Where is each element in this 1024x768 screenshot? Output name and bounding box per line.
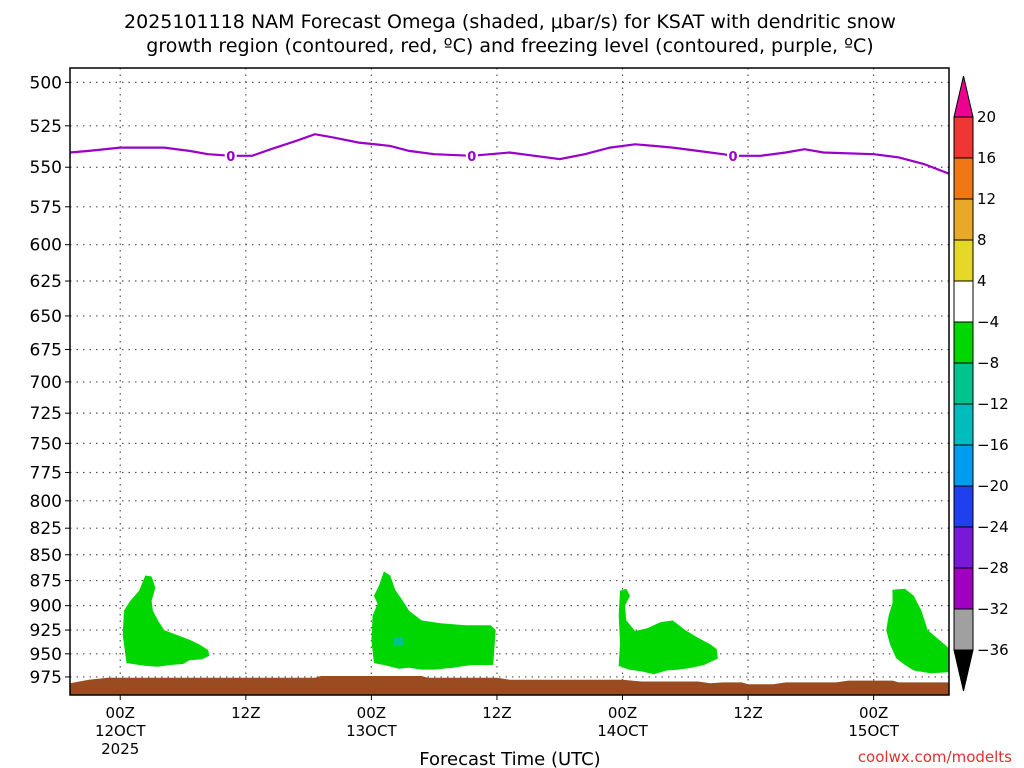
x-tick-label: 12Z [733,704,762,722]
y-tick-label: 525 [30,117,62,137]
terrain [70,676,949,695]
freezing-level-label: 0 [226,150,235,165]
colorbar-bin [953,321,974,364]
colorbar-label: −24 [977,518,1009,536]
colorbar-label: −12 [977,395,1009,413]
colorbar-bin [953,567,974,610]
y-tick-label: 800 [30,492,62,512]
colorbar-label: −32 [977,600,1009,618]
colorbar-bin [953,280,974,323]
colorbar-bin [953,198,974,241]
plot-area: 0 0 0 [69,67,950,696]
x-tick-label: 00Z [357,704,386,722]
y-tick-label: 925 [30,621,62,641]
colorbar-label: −28 [977,559,1009,577]
omega-region [886,588,949,674]
colorbar-label: −4 [977,313,999,331]
colorbar-bin [953,403,974,446]
y-tick-label: 675 [30,341,62,361]
grid [70,68,949,695]
omega-region [122,575,210,667]
colorbar-label: −16 [977,436,1009,454]
y-axis: 500 525 550 575 600 625 650 675 700 725 750 775 800 8… [30,73,70,688]
plot-background [70,68,949,695]
x-tick-year: 2025 [101,740,139,758]
colorbar-bin [953,485,974,528]
colorbar-bin [953,157,974,200]
colorbar-label: 16 [977,149,996,167]
omega-region [394,636,404,647]
colorbar-label: 8 [977,231,987,249]
y-tick-label: 850 [30,546,62,566]
y-tick-label: 700 [30,373,62,393]
y-tick-label: 550 [30,158,62,178]
y-tick-label: 575 [30,198,62,218]
credit-text: coolwx.com/modelts [858,748,1012,766]
colorbar-label: 20 [977,108,996,126]
x-tick-label: 12Z [482,704,511,722]
y-tick-label: 875 [30,572,62,592]
freezing-level-label-bg [727,147,740,164]
colorbar-bin [953,608,974,651]
freezing-level-label: 0 [467,150,476,165]
freezing-level-label-bg [224,147,237,164]
x-tick-date: 15OCT [848,722,899,740]
y-tick-label: 825 [30,519,62,539]
terrain-fill [70,676,949,695]
x-tick-date: 12OCT [95,722,146,740]
colorbar-bin [953,526,974,569]
colorbar-label: 12 [977,190,996,208]
y-tick-label: 750 [30,434,62,454]
colorbar: 20 16 12 8 4 −4 −8 −12 −16 −20 −24 −28 −32 −36 [953,75,1009,692]
colorbar-label: −36 [977,641,1009,659]
chart-title-line1: 2025101118 NAM Forecast Omega (shaded, μ… [124,11,896,33]
freezing-level-contour: 0 0 0 [69,133,950,175]
colorbar-top-triangle [953,75,974,118]
y-tick-label: 950 [30,645,62,665]
y-tick-label: 975 [30,668,62,688]
colorbar-bin [953,116,974,159]
x-tick-label: 00Z [608,704,637,722]
colorbar-label: −20 [977,477,1009,495]
omega-shading [122,571,949,675]
omega-region [618,588,718,675]
y-tick-label: 900 [30,597,62,617]
colorbar-label: 4 [977,272,987,290]
y-tick-label: 650 [30,307,62,327]
colorbar-bin [953,239,974,282]
x-tick-label: 12Z [231,704,260,722]
y-tick-label: 600 [30,236,62,256]
colorbar-label: −8 [977,354,999,372]
colorbar-bin [953,444,974,487]
colorbar-bottom-triangle [953,649,974,692]
chart-title-line2: growth region (contoured, red, ºC) and f… [146,35,873,57]
x-tick-label: 00Z [859,704,888,722]
x-tick-label: 00Z [106,704,135,722]
y-tick-label: 625 [30,272,62,292]
y-tick-label: 775 [30,464,62,484]
y-tick-label: 500 [30,73,62,93]
x-tick-date: 13OCT [346,722,397,740]
freezing-level-label-bg [465,147,478,164]
x-axis-label: Forecast Time (UTC) [419,749,600,768]
y-tick-label: 725 [30,404,62,424]
freezing-level-label: 0 [728,150,737,165]
x-tick-date: 14OCT [597,722,648,740]
colorbar-bin [953,362,974,405]
